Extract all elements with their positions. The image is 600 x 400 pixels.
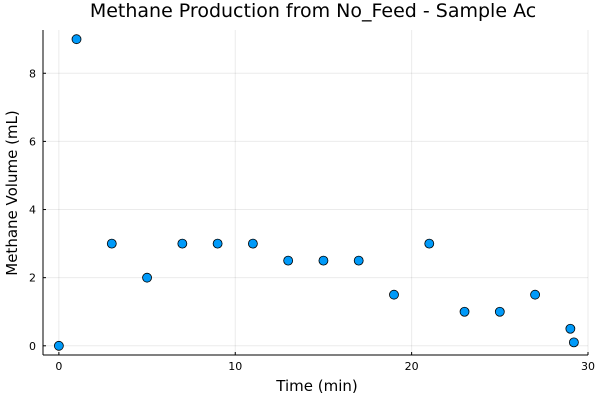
- y-tick-label: 4: [29, 204, 36, 217]
- y-tick-label: 2: [29, 272, 36, 285]
- y-tick-label: 0: [29, 340, 36, 353]
- data-point: [247, 238, 258, 249]
- data-point: [353, 255, 364, 266]
- data-point: [530, 289, 540, 300]
- axes: [42, 30, 588, 356]
- data-points: [53, 34, 579, 351]
- data-point: [283, 255, 294, 266]
- y-tick-label: 6: [29, 135, 36, 148]
- data-point: [494, 306, 505, 317]
- y-tick-label: 8: [29, 67, 36, 80]
- data-point: [106, 238, 117, 249]
- x-tick-label: 20: [405, 360, 419, 373]
- data-point: [424, 238, 435, 249]
- x-tick-label: 10: [228, 360, 242, 373]
- data-point: [389, 289, 399, 300]
- x-axis-label: Time (min): [275, 377, 357, 395]
- data-point: [53, 340, 64, 351]
- data-point: [565, 323, 576, 334]
- tick-labels: 0 10 20 30 0 2 4 6 8: [29, 67, 595, 373]
- data-point: [459, 306, 470, 317]
- data-point: [212, 238, 223, 249]
- grid: [43, 30, 589, 355]
- data-point: [177, 238, 188, 249]
- chart-title: Methane Production from No_Feed - Sample…: [90, 0, 536, 22]
- data-point: [568, 337, 579, 348]
- x-tick-label: 0: [55, 360, 62, 373]
- y-axis-label: Methane Volume (mL): [3, 110, 21, 275]
- data-point: [142, 272, 152, 283]
- x-tick-label: 30: [581, 360, 595, 373]
- data-point: [318, 255, 329, 266]
- data-point: [71, 34, 82, 45]
